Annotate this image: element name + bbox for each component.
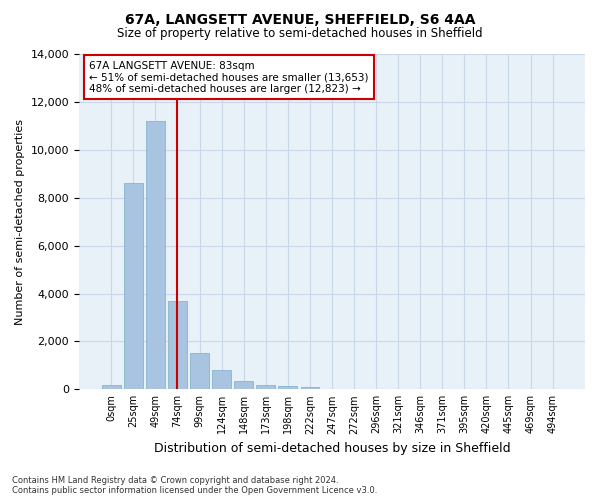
Bar bbox=[168, 300, 187, 390]
Text: Size of property relative to semi-detached houses in Sheffield: Size of property relative to semi-detach… bbox=[117, 28, 483, 40]
Bar bbox=[124, 184, 143, 390]
Bar bbox=[235, 381, 253, 390]
Bar bbox=[190, 354, 209, 390]
Text: Contains HM Land Registry data © Crown copyright and database right 2024.
Contai: Contains HM Land Registry data © Crown c… bbox=[12, 476, 377, 495]
Text: 67A LANGSETT AVENUE: 83sqm
← 51% of semi-detached houses are smaller (13,653)
48: 67A LANGSETT AVENUE: 83sqm ← 51% of semi… bbox=[89, 60, 368, 94]
X-axis label: Distribution of semi-detached houses by size in Sheffield: Distribution of semi-detached houses by … bbox=[154, 442, 510, 455]
Text: 67A, LANGSETT AVENUE, SHEFFIELD, S6 4AA: 67A, LANGSETT AVENUE, SHEFFIELD, S6 4AA bbox=[125, 12, 475, 26]
Bar bbox=[278, 386, 297, 390]
Bar bbox=[102, 384, 121, 390]
Bar bbox=[146, 121, 165, 390]
Bar bbox=[256, 384, 275, 390]
Bar bbox=[301, 388, 319, 390]
Y-axis label: Number of semi-detached properties: Number of semi-detached properties bbox=[15, 118, 25, 324]
Bar bbox=[212, 370, 231, 390]
